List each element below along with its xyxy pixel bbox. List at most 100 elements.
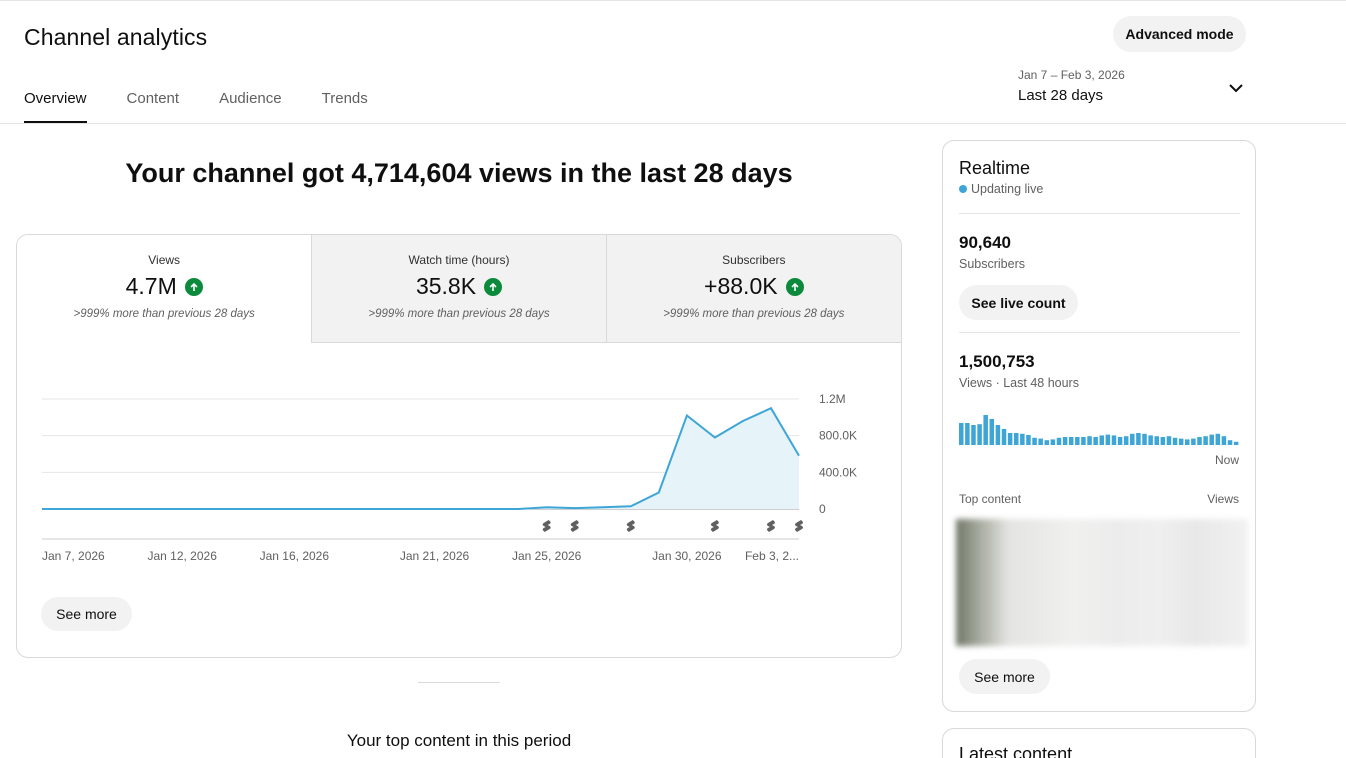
tab-overview[interactable]: Overview [24, 90, 87, 123]
realtime-bar [1062, 437, 1068, 445]
realtime-bar [1020, 433, 1025, 445]
realtime-bar [1154, 436, 1159, 445]
realtime-bar [1166, 436, 1172, 445]
realtime-bar [983, 415, 988, 445]
realtime-bar [1111, 435, 1117, 445]
realtime-bar [1007, 433, 1013, 445]
realtime-bar [1044, 440, 1050, 445]
realtime-bar [1178, 438, 1184, 445]
shorts-icon [542, 520, 551, 532]
metric-comparison: >999% more than previous 28 days [368, 308, 550, 320]
metric-value: 35.8K [415, 273, 477, 299]
header-divider [0, 123, 1346, 124]
metric-label: Views [148, 253, 181, 267]
realtime-subscribers-label: Subscribers [959, 257, 1025, 271]
metric-subscribers[interactable]: Subscribers +88.0K >999% more than previ… [605, 235, 901, 343]
shorts-icon [626, 520, 635, 532]
realtime-bar [1148, 435, 1153, 445]
page-title: Channel analytics [24, 24, 208, 50]
tab-bar: Overview Content Audience Trends [24, 90, 408, 123]
see-more-button[interactable]: See more [41, 597, 132, 631]
views-headline: Your channel got 4,714,604 views in the … [125, 158, 793, 188]
x-tick-label: Jan 30, 2026 [652, 549, 722, 563]
metric-label: Watch time (hours) [408, 253, 510, 267]
series-area [42, 408, 799, 509]
realtime-bar [1160, 437, 1166, 445]
metric-views[interactable]: Views 4.7M >999% more than previous 28 d… [17, 235, 312, 343]
updating-live-status: Updating live [959, 182, 1043, 196]
realtime-see-more-button[interactable]: See more [959, 659, 1050, 694]
shorts-icon [766, 520, 775, 532]
realtime-bar [1038, 438, 1043, 445]
metric-tabs: Views 4.7M >999% more than previous 28 d… [17, 235, 901, 343]
realtime-bar [1185, 439, 1190, 445]
realtime-bar [959, 423, 964, 445]
shorts-icon-shape [766, 520, 775, 532]
shorts-icon-shape [795, 520, 803, 532]
latest-content-card: Latest content [942, 728, 1256, 758]
realtime-bar [1209, 434, 1214, 445]
y-tick-label: 0 [819, 502, 826, 516]
realtime-bar [1221, 436, 1227, 445]
latest-content-title: Latest content [959, 744, 1073, 758]
x-tick-label: Jan 12, 2026 [147, 549, 217, 563]
top-border [0, 0, 1346, 1]
x-tick-label: Jan 25, 2026 [512, 549, 582, 563]
tab-content[interactable]: Content [126, 90, 180, 107]
realtime-bar [1087, 436, 1092, 445]
updating-live-label: Updating live [971, 182, 1044, 196]
metric-comparison: >999% more than previous 28 days [663, 308, 845, 320]
x-tick-label: Jan 16, 2026 [260, 549, 330, 563]
realtime-bar [1172, 437, 1178, 445]
arrow-up-icon [484, 277, 503, 296]
realtime-bar [1197, 437, 1202, 445]
realtime-bar [1191, 438, 1196, 445]
date-range-label: Last 28 days [1018, 87, 1104, 104]
realtime-title: Realtime [959, 158, 1031, 178]
realtime-bar [1117, 437, 1123, 445]
x-tick-label: Jan 21, 2026 [400, 549, 470, 563]
realtime-bar [1032, 437, 1037, 445]
realtime-bar [1203, 436, 1208, 445]
series-line [42, 406, 800, 510]
realtime-bar [1105, 434, 1111, 445]
metric-comparison: >999% more than previous 28 days [73, 308, 255, 320]
realtime-views-bar-chart[interactable] [959, 403, 1240, 445]
live-dot-icon [959, 185, 967, 193]
realtime-bar [1081, 437, 1086, 445]
shorts-icon-shape [710, 520, 719, 532]
realtime-views-label: Views · Last 48 hours [959, 376, 1079, 390]
advanced-mode-button[interactable]: Advanced mode [1113, 16, 1246, 52]
views-column-label: Views [1207, 492, 1239, 506]
realtime-bar [965, 423, 970, 445]
metric-value: +88.0K [704, 273, 778, 299]
tab-trends[interactable]: Trends [321, 90, 368, 107]
date-range-picker[interactable]: Jan 7 – Feb 3, 2026 Last 28 days [1018, 68, 1244, 112]
shorts-icon-shape [542, 520, 551, 532]
views-chart[interactable]: 0 400.0K 800.0K 1.2M Jan 7, 2026 Jan 12, 2026… [17, 343, 902, 583]
realtime-bar [1233, 441, 1239, 445]
realtime-card: Realtime Updating live 90,640 Subscriber… [942, 140, 1256, 712]
realtime-bar [1050, 439, 1056, 445]
top-content-label: Top content [959, 492, 1022, 506]
x-tick-label: Jan 7, 2026 [42, 549, 105, 563]
tab-audience[interactable]: Audience [219, 90, 282, 107]
top-content-thumbnail[interactable] [956, 519, 1248, 646]
realtime-bar [971, 425, 976, 445]
shorts-icon [710, 520, 719, 532]
arrow-up-icon [785, 277, 804, 296]
realtime-bar [1056, 437, 1062, 445]
realtime-bar [1026, 435, 1031, 445]
metric-watch-time[interactable]: Watch time (hours) 35.8K >999% more than… [311, 235, 606, 343]
metric-label: Subscribers [722, 253, 786, 267]
y-tick-label: 800.0K [819, 429, 857, 443]
realtime-bar [1136, 433, 1141, 445]
realtime-bar [1075, 437, 1080, 445]
realtime-bar [995, 425, 1001, 445]
now-label: Now [1214, 453, 1239, 467]
top-content-title: Your top content in this period [346, 731, 572, 750]
realtime-bar [1001, 429, 1007, 445]
see-live-count-button[interactable]: See live count [959, 285, 1078, 320]
overview-card: Views 4.7M >999% more than previous 28 d… [16, 234, 902, 658]
shorts-icon [795, 520, 803, 532]
